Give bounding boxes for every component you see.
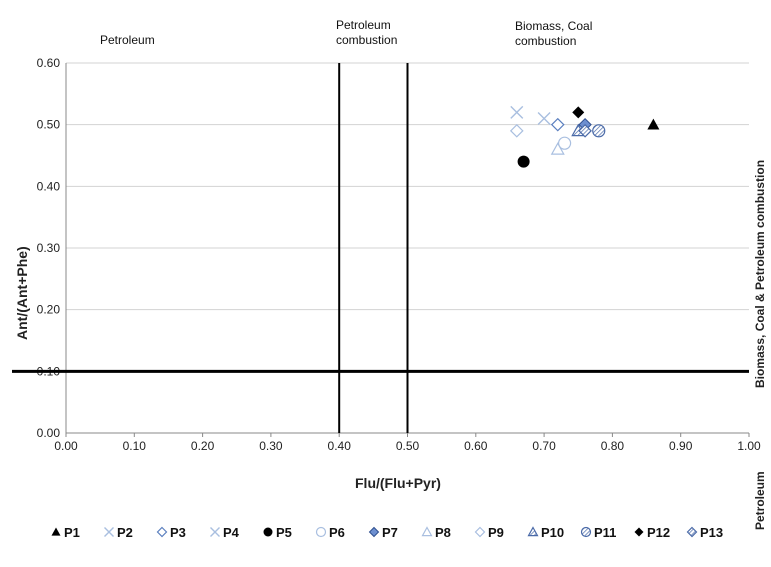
legend-marker — [51, 527, 61, 536]
region-label-biomass-coal-combustion: Biomass, Coal combustion — [515, 19, 593, 48]
legend-item-p9: P9 — [474, 525, 504, 540]
legend-marker — [104, 527, 114, 537]
region-label-petroleum-combustion: Petroleum combustion — [336, 18, 398, 47]
legend-marker — [580, 526, 592, 538]
data-point-p4 — [510, 105, 524, 119]
data-point-p2 — [537, 112, 551, 125]
legend-label: P1 — [64, 525, 80, 540]
x-tick-label: 0.30 — [259, 439, 283, 453]
x-tick-label: 0.00 — [54, 439, 78, 453]
legend-marker — [474, 526, 486, 538]
legend-marker — [210, 527, 220, 537]
legend-item-p10: P10 — [527, 525, 564, 540]
right-label-biomass-coal-petroleum: Biomass, Coal & Petroleum combustion — [753, 159, 767, 388]
legend-label: P8 — [435, 525, 451, 540]
x-tick-label: 0.60 — [464, 439, 488, 453]
legend-marker — [156, 526, 168, 538]
legend-marker — [263, 527, 273, 537]
legend-label: P12 — [647, 525, 670, 540]
x-tick-label: 0.10 — [123, 439, 147, 453]
x-tick-label: 0.90 — [669, 439, 693, 453]
legend-item-p5: P5 — [263, 525, 292, 540]
legend-item-p13: P13 — [686, 525, 723, 540]
x-axis-title: Flu/(Flu+Pyr) — [355, 475, 441, 491]
x-tick-label: 0.50 — [396, 439, 420, 453]
x-tick-label: 0.20 — [191, 439, 215, 453]
y-tick-label: 0.20 — [37, 303, 61, 317]
legend-label: P13 — [700, 525, 723, 540]
y-tick-label: 0.60 — [37, 56, 61, 70]
legend-label: P3 — [170, 525, 186, 540]
x-tick-label: 1.00 — [737, 439, 761, 453]
legend-marker — [634, 527, 644, 537]
x-tick-label: 0.40 — [328, 439, 352, 453]
data-point-p11 — [592, 124, 606, 138]
data-point-p1 — [647, 118, 660, 130]
legend-marker — [315, 526, 327, 538]
legend-marker — [527, 526, 539, 537]
data-point-p12 — [572, 106, 585, 119]
right-label-petroleum: Petroleum — [753, 471, 767, 530]
legend-item-p1: P1 — [51, 525, 80, 540]
y-tick-label: 0.00 — [37, 426, 61, 440]
data-point-p8 — [550, 142, 565, 155]
legend-item-p11: P11 — [580, 525, 616, 540]
y-tick-label: 0.50 — [37, 118, 61, 132]
x-tick-label: 0.80 — [601, 439, 625, 453]
legend-item-p7: P7 — [368, 525, 398, 540]
legend-label: P5 — [276, 525, 292, 540]
legend-item-p12: P12 — [634, 525, 670, 540]
legend-item-p2: P2 — [104, 525, 133, 540]
legend-label: P4 — [223, 525, 240, 540]
legend-label: P6 — [329, 525, 345, 540]
data-point-p13 — [578, 123, 592, 138]
data-point-p5 — [517, 155, 530, 168]
y-axis-title: Ant/(Ant+Phe) — [14, 246, 30, 340]
legend-marker — [421, 526, 433, 537]
region-label-petroleum: Petroleum — [100, 33, 155, 47]
legend-label: P2 — [117, 525, 133, 540]
y-tick-label: 0.30 — [37, 241, 61, 255]
legend-item-p4: P4 — [210, 525, 240, 540]
legend-label: P7 — [382, 525, 398, 540]
legend-label: P9 — [488, 525, 504, 540]
data-point-p9 — [509, 123, 524, 138]
legend-label: P10 — [541, 525, 564, 540]
legend-label: P11 — [594, 525, 616, 540]
legend-marker — [686, 526, 698, 538]
legend-item-p8: P8 — [421, 525, 451, 540]
y-tick-label: 0.40 — [37, 179, 61, 193]
data-point-p3 — [550, 117, 565, 132]
legend-marker — [368, 526, 380, 538]
legend-item-p3: P3 — [156, 525, 186, 540]
x-tick-label: 0.70 — [532, 439, 556, 453]
data-point-p6 — [557, 136, 572, 150]
legend-item-p6: P6 — [315, 525, 345, 540]
